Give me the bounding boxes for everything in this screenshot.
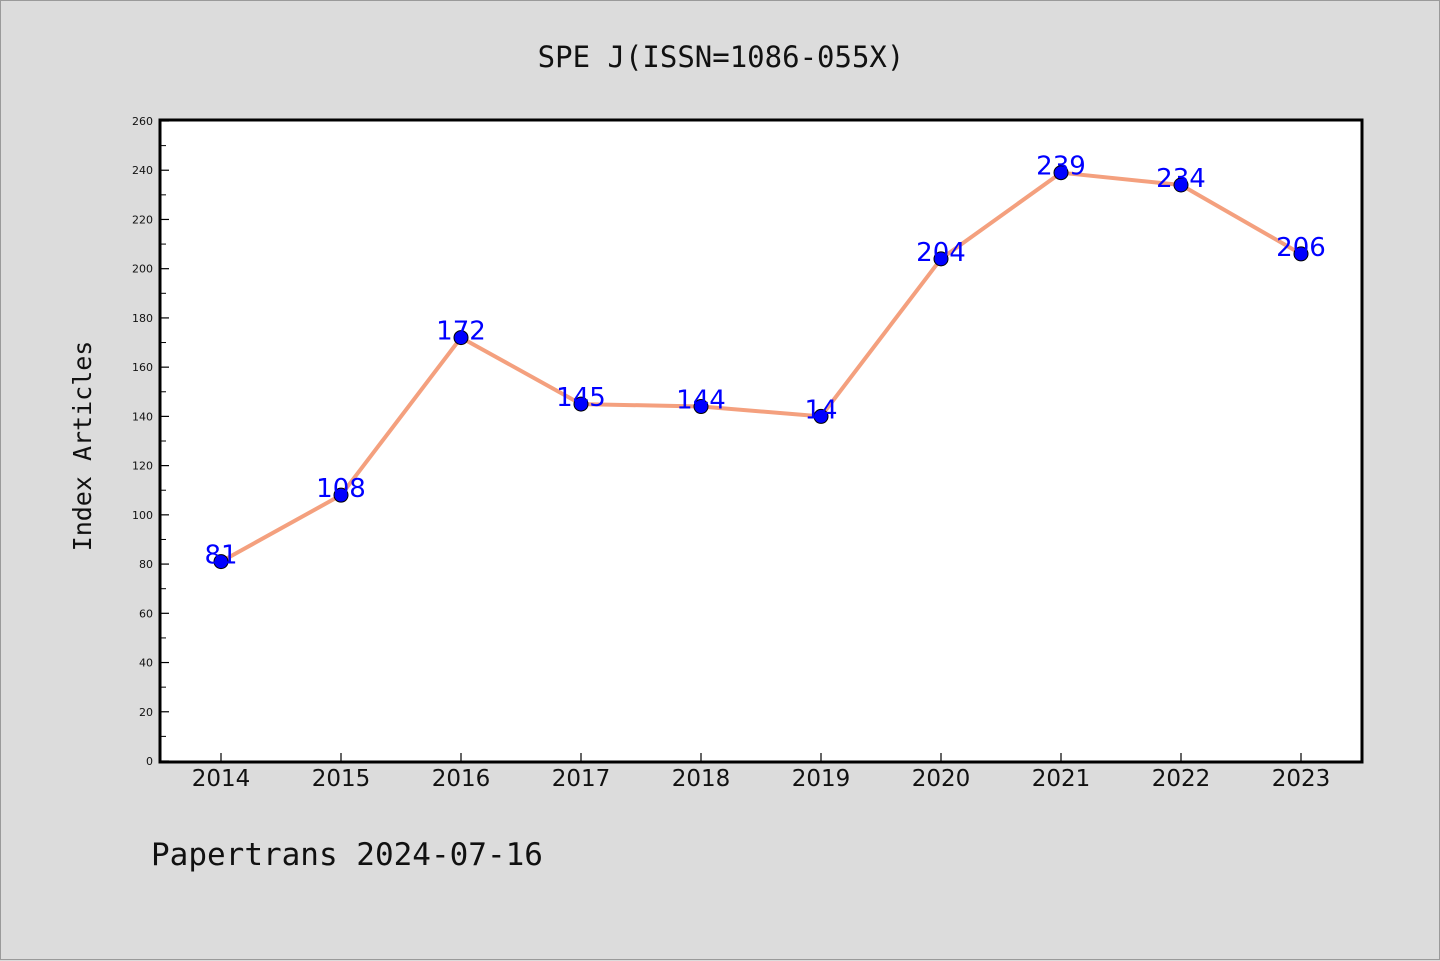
y-tick-label: 220 — [132, 213, 153, 226]
x-tick-label: 2017 — [552, 766, 611, 792]
y-tick-label: 80 — [139, 558, 153, 571]
y-tick-label: 0 — [146, 755, 153, 768]
x-axis-ticks: 2014 2015 2016 2017 2018 2019 2020 2021 2022 2023 — [192, 753, 1331, 792]
data-label: 14 — [804, 395, 837, 425]
x-tick-label: 2020 — [912, 766, 971, 792]
data-point — [933, 251, 949, 267]
y-tick-label: 40 — [139, 657, 153, 670]
y-tick-label: 160 — [132, 361, 153, 374]
data-point — [453, 330, 469, 346]
y-tick-label: 120 — [132, 460, 153, 473]
x-tick-label: 2014 — [192, 766, 251, 792]
x-tick-label: 2023 — [1272, 766, 1331, 792]
y-tick-label: 260 — [132, 115, 153, 128]
series-articles — [213, 165, 1309, 570]
x-tick-label: 2022 — [1152, 766, 1211, 792]
series-line — [220, 170, 1302, 564]
data-label: 206 — [1276, 233, 1326, 263]
x-tick-label: 2016 — [432, 766, 491, 792]
data-point — [1293, 246, 1309, 262]
data-label: 239 — [1036, 152, 1086, 182]
data-label: 204 — [916, 238, 966, 268]
y-tick-label: 60 — [139, 607, 153, 620]
data-point — [213, 554, 229, 570]
y-tick-label: 180 — [132, 312, 153, 325]
y-axis-label: Index Articles — [68, 341, 97, 552]
data-point — [693, 399, 709, 415]
y-tick-label: 240 — [132, 164, 153, 177]
data-point — [1053, 165, 1069, 181]
data-label: 234 — [1156, 164, 1206, 194]
data-point — [813, 408, 829, 424]
y-tick-label: 20 — [139, 706, 153, 719]
data-label: 172 — [436, 317, 486, 347]
data-label: 144 — [676, 386, 726, 416]
data-label: 81 — [204, 541, 237, 571]
y-tick-label: 200 — [132, 263, 153, 276]
data-point — [573, 396, 589, 412]
y-tick-label: 100 — [132, 509, 153, 522]
y-tick-label: 140 — [132, 410, 153, 423]
x-tick-label: 2021 — [1032, 766, 1091, 792]
y-axis-ticks: 0 20 40 60 80 100 120 140 160 180 200 220 240 260 — [132, 115, 169, 768]
x-tick-label: 2018 — [672, 766, 731, 792]
plot-area — [158, 118, 1364, 764]
footer-source-date: Papertrans 2024-07-16 — [151, 837, 543, 873]
chart-title: SPE J(ISSN=1086-055X) — [538, 40, 905, 74]
x-tick-label: 2015 — [312, 766, 371, 792]
data-labels: 81 108 172 145 144 14 204 239 234 206 — [204, 152, 1325, 571]
x-tick-label: 2019 — [792, 766, 851, 792]
data-label: 108 — [316, 474, 366, 504]
data-point — [1173, 177, 1189, 193]
data-point — [333, 487, 349, 503]
data-label: 145 — [556, 383, 606, 413]
